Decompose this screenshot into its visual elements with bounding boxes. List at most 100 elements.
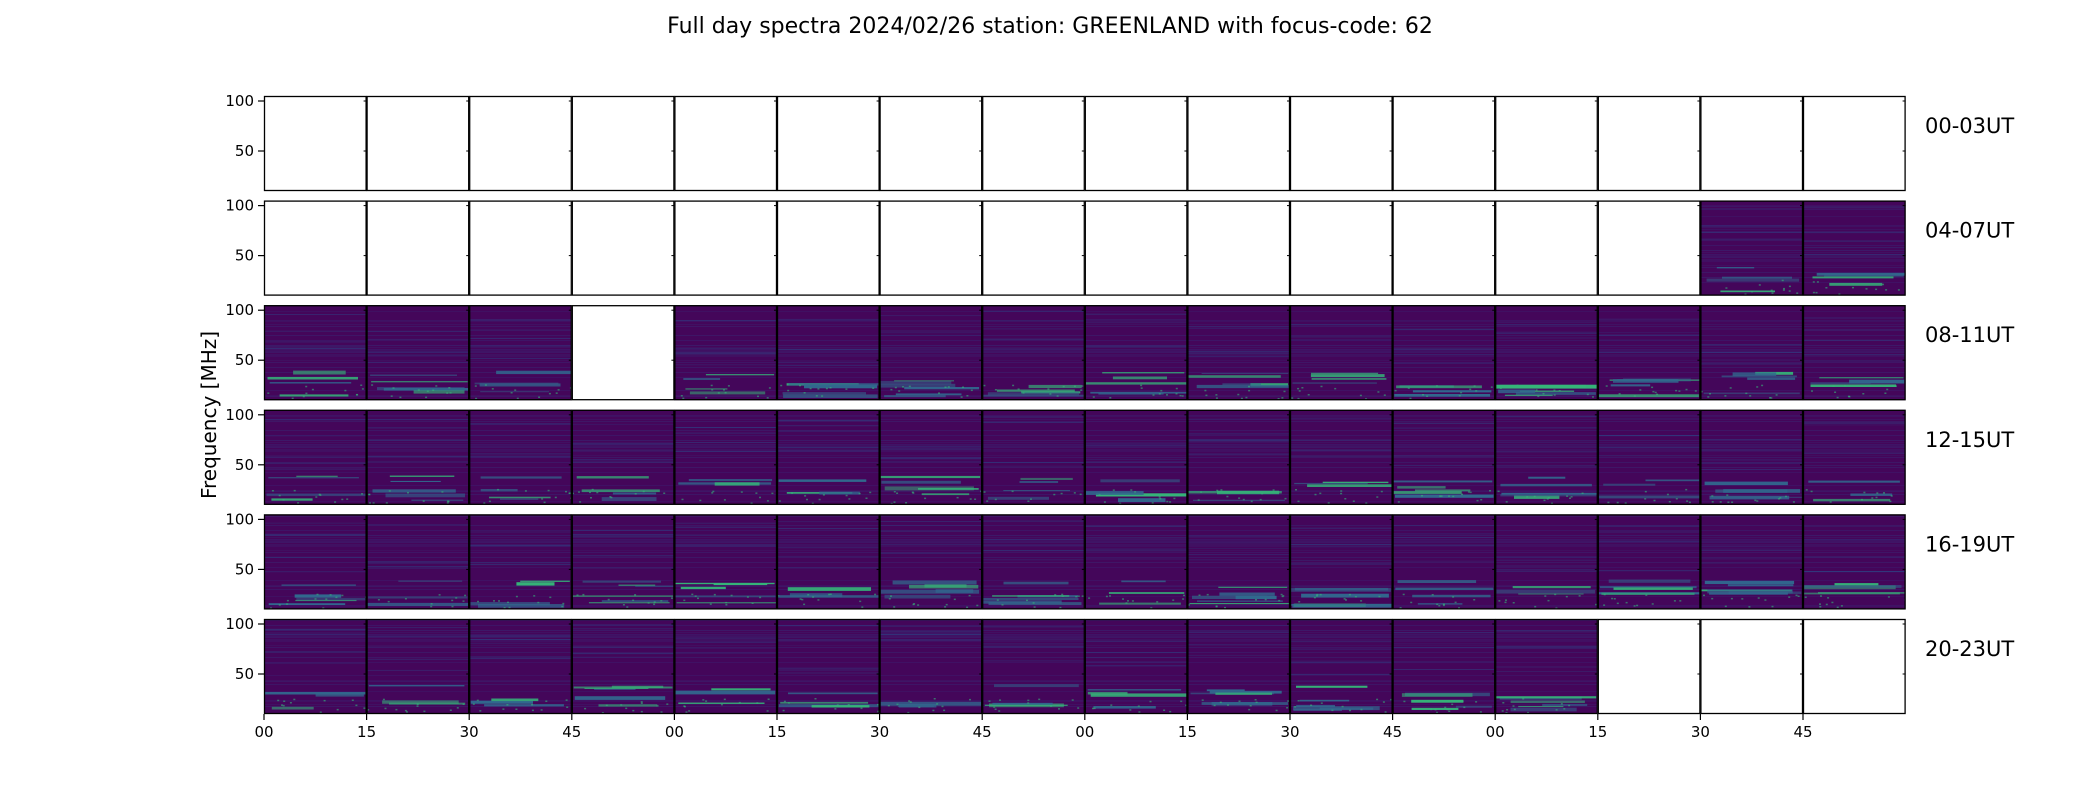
x-tick-label: 00 (1075, 723, 1094, 741)
spectrum-panel (366, 305, 470, 401)
spectrum-panel (1495, 95, 1598, 192)
spectrum-panel (1392, 305, 1496, 401)
y-tick-label: 50 (235, 247, 254, 265)
spectrum-panel (1700, 409, 1804, 505)
x-tick-label: 30 (1280, 723, 1299, 741)
spectrum-panel (879, 305, 983, 401)
spectra-row: 100 50 16-19UT (225, 510, 2014, 610)
spectrum-panel (366, 618, 470, 715)
spectrum-panel (1597, 305, 1701, 401)
y-tick-label: 50 (235, 142, 254, 160)
row-label: 00-03UT (1925, 114, 2014, 138)
spectrum-panel (1700, 95, 1804, 192)
spectrum-panel (1495, 200, 1598, 296)
spectrum-panel (982, 514, 1085, 610)
row-label: 16-19UT (1925, 532, 2014, 556)
x-tick-label: 45 (1383, 723, 1402, 741)
y-tick-label: 100 (225, 510, 254, 528)
spectrum-panel (1187, 514, 1291, 610)
spectrum-panel (879, 200, 983, 296)
spectrum-panel (1597, 618, 1701, 715)
x-tick-label: 00 (254, 723, 273, 741)
spectrum-panel (1597, 200, 1701, 296)
row-label: 08-11UT (1925, 323, 2014, 347)
spectrum-panel (366, 200, 470, 296)
spectrum-panel (776, 95, 880, 192)
spectrum-panel (366, 514, 470, 610)
spectrum-panel (263, 200, 367, 296)
spectrum-panel (1495, 305, 1598, 401)
spectrum-panel (982, 305, 1085, 401)
spectrum-panel (1597, 514, 1701, 610)
spectrum-panel (263, 514, 367, 610)
spectrum-panel (1289, 95, 1393, 192)
spectrum-panel (674, 514, 778, 610)
spectrum-panel (1495, 514, 1598, 610)
spectrum-panel (1700, 200, 1804, 296)
x-tick-label: 15 (1588, 723, 1607, 741)
row-label: 12-15UT (1925, 428, 2014, 452)
spectrum-panel (1289, 200, 1393, 296)
y-tick-label: 100 (225, 92, 254, 110)
x-tick-label: 15 (1178, 723, 1197, 741)
spectrum-panel (1084, 409, 1188, 505)
x-tick-label: 15 (767, 723, 786, 741)
x-tick-label: 00 (665, 723, 684, 741)
spectrum-panel (1597, 95, 1701, 192)
spectrum-panel (982, 618, 1085, 715)
spectrum-panel (469, 618, 572, 715)
spectra-row: 100 50 08-11UT (225, 301, 2014, 401)
spectrum-panel (469, 409, 572, 505)
spectrum-panel (982, 95, 1085, 192)
spectrum-panel (1084, 200, 1188, 296)
spectrum-panel (1700, 305, 1804, 401)
spectrum-panel (263, 618, 367, 715)
spectrum-panel (674, 200, 778, 296)
y-tick-label: 100 (225, 406, 254, 424)
x-tick-label: 45 (973, 723, 992, 741)
spectrum-panel (1289, 305, 1393, 401)
spectrum-panel (1700, 514, 1804, 610)
spectra-row: 100 50 04-07UT (225, 197, 2014, 296)
spectra-grid: 100 50 00-03UT 100 50 04-07UT 100 50 08-11UT 100 5… (225, 92, 2014, 715)
spectrum-panel (674, 409, 778, 505)
spectrum-panel (1084, 514, 1188, 610)
spectrum-panel (571, 618, 675, 715)
spectrum-panel (1392, 514, 1496, 610)
spectrum-panel (776, 200, 880, 296)
spectrum-panel (982, 200, 1085, 296)
y-tick-label: 100 (225, 301, 254, 319)
x-tick-label: 45 (562, 723, 581, 741)
spectrum-panel (571, 514, 675, 610)
x-axis: 00 15 30 45 00 15 30 45 00 15 30 45 00 15 30 45 (254, 714, 1813, 741)
spectrum-panel (571, 409, 675, 505)
spectrum-panel (879, 409, 983, 505)
spectrum-panel (469, 200, 572, 296)
spectrum-panel (776, 514, 880, 610)
y-tick-label: 50 (235, 351, 254, 369)
spectrum-panel (1392, 409, 1496, 505)
y-axis-label: Frequency [MHz] (197, 331, 221, 499)
spectrum-panel (1392, 200, 1496, 296)
row-label: 20-23UT (1925, 637, 2014, 661)
spectrum-panel (469, 305, 572, 401)
spectrum-panel (366, 95, 470, 192)
y-tick-label: 50 (235, 665, 254, 683)
spectrum-panel (263, 305, 367, 401)
spectrum-panel (879, 95, 983, 192)
spectrum-panel (674, 95, 778, 192)
spectrum-panel (263, 95, 367, 192)
spectrum-panel (1392, 95, 1496, 192)
spectrum-panel (1187, 409, 1291, 505)
spectrum-panel (263, 409, 367, 505)
spectrum-panel (1802, 200, 1906, 296)
x-tick-label: 30 (870, 723, 889, 741)
x-tick-label: 00 (1486, 723, 1505, 741)
spectrum-panel (776, 305, 880, 401)
spectrum-panel (879, 618, 983, 715)
spectrum-panel (1802, 618, 1906, 715)
spectrum-panel (1700, 618, 1804, 715)
spectra-row: 100 50 20-23UT (225, 615, 2014, 715)
spectrum-panel (776, 618, 880, 715)
